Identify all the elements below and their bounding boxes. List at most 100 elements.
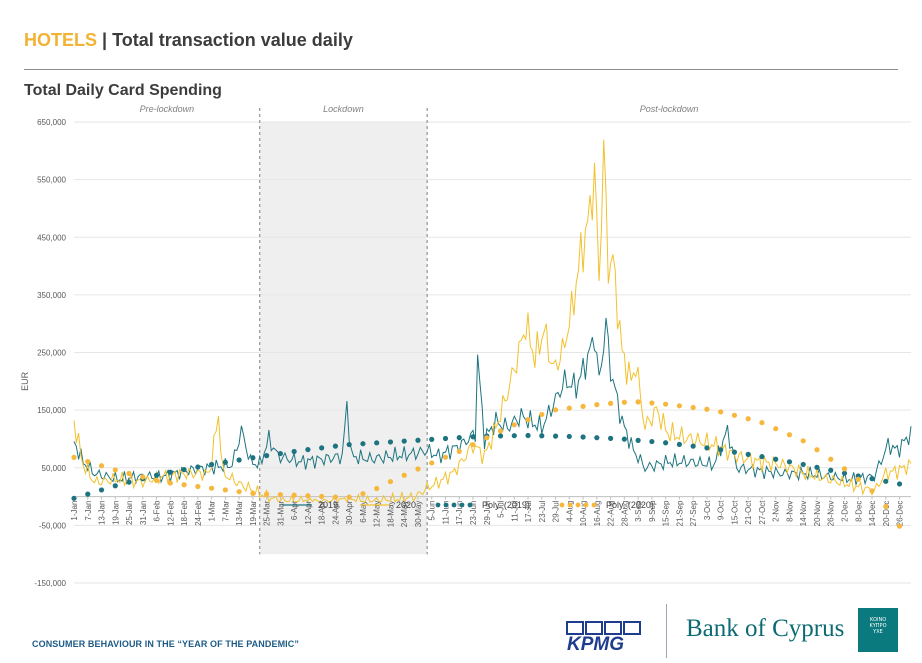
poly-2020-point <box>525 417 531 423</box>
poly-2020-point <box>773 426 779 432</box>
poly-2019-point <box>663 440 669 446</box>
footer-text: CONSUMER BEHAVIOUR IN THE “YEAR OF THE P… <box>32 639 299 649</box>
poly-2019-point <box>236 457 242 463</box>
poly-2020-point <box>566 405 572 411</box>
x-tick-label: 13-Mar <box>235 500 244 526</box>
x-tick-label: 14-Nov <box>799 501 808 527</box>
poly-2020-point <box>883 503 889 510</box>
x-tick-label: 24-Apr <box>331 500 340 524</box>
x-tick-label: 20-Nov <box>813 501 822 527</box>
poly-2019-point <box>126 479 132 485</box>
x-tick-label: 1-Jan <box>70 501 79 521</box>
x-tick-label: 21-Sep <box>675 500 684 526</box>
poly-2019-point <box>635 437 641 443</box>
poly-2019-point <box>319 445 325 451</box>
x-tick-label: 2-Nov <box>772 501 781 522</box>
y-tick-label: 350,000 <box>37 291 66 300</box>
x-tick-label: 3-Oct <box>703 500 712 520</box>
poly-2019-point <box>511 433 517 439</box>
poly-2020-point <box>841 466 848 472</box>
poly-2019-point <box>71 495 77 501</box>
x-tick-label: 31-Jan <box>139 501 148 525</box>
poly-2020-point <box>98 463 105 469</box>
poly-2020-point <box>71 454 77 460</box>
x-tick-label: 24-Feb <box>194 500 203 526</box>
x-tick-label: 20-Dec <box>882 501 891 527</box>
poly-2020-point <box>429 460 435 466</box>
x-tick-label: 29-Jun <box>483 501 492 525</box>
poly-2020-point <box>346 494 352 500</box>
poly-2020-point <box>442 454 449 460</box>
poly-2019-point <box>525 432 531 439</box>
poly-2020-point <box>663 401 669 407</box>
poly-2020-point <box>759 420 765 426</box>
x-tick-label: 25-Mar <box>263 500 272 526</box>
poly-2020-point <box>497 428 504 434</box>
x-tick-label: 6-May <box>359 501 368 523</box>
poly-2020-point <box>291 492 297 498</box>
y-tick-label: -50,000 <box>39 521 67 530</box>
poly-2019-point <box>401 438 407 444</box>
x-tick-label: 12-May <box>373 501 382 528</box>
poly-2019-point <box>786 459 793 465</box>
kpmg-label: KPMG <box>567 634 624 652</box>
legend-swatch <box>591 502 597 508</box>
legend-swatch <box>451 502 457 508</box>
legend-label: Poly. (2020) <box>606 500 654 510</box>
poly-2020-point <box>539 411 545 418</box>
x-tick-label: 22-Aug <box>607 501 616 527</box>
x-tick-label: 23-Jun <box>469 501 478 525</box>
poly-2019-point <box>264 453 270 459</box>
x-tick-label: 7-Mar <box>221 500 230 521</box>
x-tick-label: 17-Jul <box>524 500 533 522</box>
poly-2020-point <box>112 467 118 473</box>
y-tick-label: 250,000 <box>37 349 66 358</box>
poly-2020-point <box>704 406 710 412</box>
legend-label: 2020 <box>396 500 416 510</box>
poly-2019-point <box>181 467 187 473</box>
lockdown-band <box>259 122 428 555</box>
poly-2020-point <box>374 485 380 492</box>
x-tick-label: 9-Sep <box>648 500 657 522</box>
legend-swatch <box>575 502 581 508</box>
period-label: Lockdown <box>323 104 364 114</box>
poly-2019-point <box>552 433 559 439</box>
x-tick-label: 1-Mar <box>208 500 217 521</box>
period-label: Post-lockdown <box>640 104 699 114</box>
x-tick-label: 10-Aug <box>579 501 588 527</box>
poly-2019-point <box>731 449 738 455</box>
poly-2020-point <box>800 438 806 444</box>
poly-2019-point <box>718 447 724 453</box>
poly-2019-point <box>442 435 449 442</box>
x-tick-label: 30-May <box>414 501 423 528</box>
poly-2019-point <box>415 437 421 443</box>
header-category: HOTELS <box>24 30 98 50</box>
poly-2020-point <box>332 494 339 500</box>
poly-2020-point <box>621 399 627 405</box>
poly-2019-point <box>153 472 160 478</box>
poly-2020-point <box>855 476 861 482</box>
poly-2020-point <box>236 489 242 495</box>
poly-2020-point <box>250 490 256 496</box>
poly-2020-point <box>319 493 325 500</box>
y-tick-label: -150,000 <box>34 579 66 588</box>
poly-2020-point <box>552 407 559 413</box>
poly-2019-point <box>167 469 173 475</box>
poly-2019-point <box>374 440 380 446</box>
poly-2019-point <box>580 434 586 440</box>
poly-2020-point <box>607 400 614 407</box>
poly-2019-point <box>594 435 600 441</box>
poly-2020-point <box>195 483 201 490</box>
y-tick-label: 150,000 <box>37 406 66 415</box>
poly-2020-point <box>167 480 173 486</box>
poly-2019-point <box>305 446 311 453</box>
poly-2020-point <box>415 466 421 472</box>
poly-2019-point <box>98 487 105 493</box>
x-tick-label: 4-Aug <box>565 501 574 522</box>
poly-2019-point <box>85 491 91 497</box>
x-tick-label: 5-Jun <box>428 501 437 521</box>
poly-2020-point <box>718 409 724 415</box>
x-tick-label: 16-Aug <box>593 501 602 527</box>
poly-2019-point <box>470 434 476 440</box>
x-tick-label: 18-Apr <box>318 500 327 524</box>
